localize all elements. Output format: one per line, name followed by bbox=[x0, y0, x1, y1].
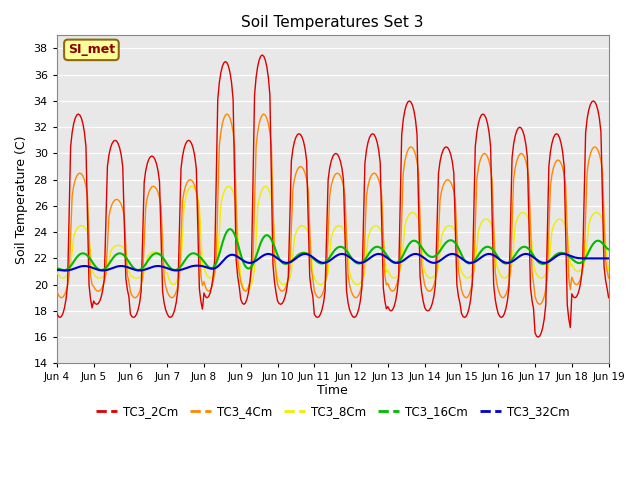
Legend: TC3_2Cm, TC3_4Cm, TC3_8Cm, TC3_16Cm, TC3_32Cm: TC3_2Cm, TC3_4Cm, TC3_8Cm, TC3_16Cm, TC3… bbox=[91, 401, 575, 423]
Title: Soil Temperatures Set 3: Soil Temperatures Set 3 bbox=[241, 15, 424, 30]
Text: SI_met: SI_met bbox=[68, 43, 115, 56]
Y-axis label: Soil Temperature (C): Soil Temperature (C) bbox=[15, 135, 28, 264]
X-axis label: Time: Time bbox=[317, 384, 348, 397]
